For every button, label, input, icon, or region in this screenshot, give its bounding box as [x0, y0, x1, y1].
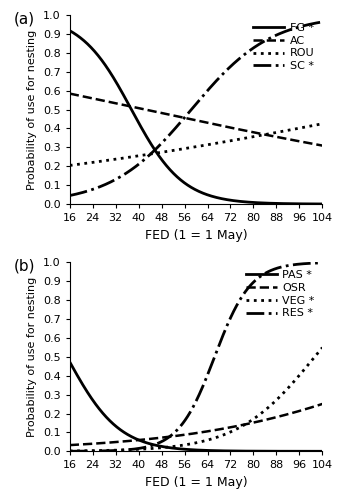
SC * [218, 74, 222, 80]
AC [320, 142, 324, 148]
VEG * [204, 438, 208, 444]
PAS * [68, 359, 72, 365]
Line: VEG *: VEG * [70, 348, 322, 451]
SC * [314, 20, 318, 26]
Line: ROU: ROU [70, 124, 322, 166]
PAS * [275, 448, 279, 454]
Legend: PAS *, OSR, VEG *, RES *: PAS *, OSR, VEG *, RES * [243, 268, 317, 320]
PAS * [189, 446, 193, 452]
VEG * [314, 352, 318, 358]
FG * [320, 201, 324, 207]
RES * [320, 260, 324, 266]
RES * [188, 410, 192, 416]
ROU [189, 144, 193, 150]
Line: SC *: SC * [70, 22, 322, 196]
RES * [189, 408, 193, 414]
ROU [320, 121, 324, 127]
SC * [204, 89, 208, 95]
Y-axis label: Probability of use for nesting: Probability of use for nesting [28, 30, 37, 190]
VEG * [189, 441, 193, 447]
OSR [320, 401, 324, 407]
PAS * [218, 448, 222, 454]
PAS * [314, 448, 318, 454]
RES * [68, 448, 72, 454]
ROU [314, 122, 318, 128]
FG * [68, 28, 72, 34]
RES * [314, 260, 318, 266]
FG * [218, 196, 222, 202]
Line: OSR: OSR [70, 404, 322, 445]
Line: PAS *: PAS * [70, 362, 322, 452]
Text: (b): (b) [14, 258, 36, 274]
AC [188, 116, 192, 122]
PAS * [204, 448, 208, 454]
ROU [204, 142, 208, 148]
FG * [204, 192, 208, 198]
ROU [188, 145, 192, 151]
ROU [275, 130, 279, 136]
Text: (a): (a) [14, 12, 35, 26]
VEG * [68, 448, 72, 454]
OSR [204, 428, 208, 434]
X-axis label: FED (1 = 1 May): FED (1 = 1 May) [145, 476, 247, 489]
PAS * [320, 448, 324, 454]
Line: RES *: RES * [70, 263, 322, 451]
OSR [275, 414, 279, 420]
SC * [68, 192, 72, 198]
FG * [189, 184, 193, 190]
FG * [314, 201, 318, 207]
FG * [275, 200, 279, 206]
SC * [275, 32, 279, 38]
OSR [218, 426, 222, 432]
AC [68, 90, 72, 96]
AC [204, 120, 208, 126]
Line: FG *: FG * [70, 30, 322, 204]
Y-axis label: Probability of use for nesting: Probability of use for nesting [28, 276, 37, 437]
VEG * [188, 441, 192, 447]
VEG * [275, 396, 279, 402]
SC * [320, 19, 324, 25]
AC [189, 116, 193, 122]
OSR [189, 431, 193, 437]
RES * [218, 340, 222, 345]
ROU [218, 140, 222, 145]
OSR [314, 403, 318, 409]
OSR [68, 442, 72, 448]
AC [218, 122, 222, 128]
SC * [189, 106, 193, 112]
OSR [188, 431, 192, 437]
VEG * [218, 433, 222, 439]
ROU [68, 162, 72, 168]
SC * [188, 108, 192, 114]
Legend: FG *, AC, ROU, SC *: FG *, AC, ROU, SC * [251, 20, 317, 74]
Line: AC: AC [70, 94, 322, 146]
VEG * [320, 344, 324, 350]
AC [314, 142, 318, 148]
RES * [275, 266, 279, 272]
RES * [204, 374, 208, 380]
X-axis label: FED (1 = 1 May): FED (1 = 1 May) [145, 228, 247, 241]
AC [275, 134, 279, 140]
FG * [188, 184, 192, 190]
PAS * [188, 446, 192, 452]
